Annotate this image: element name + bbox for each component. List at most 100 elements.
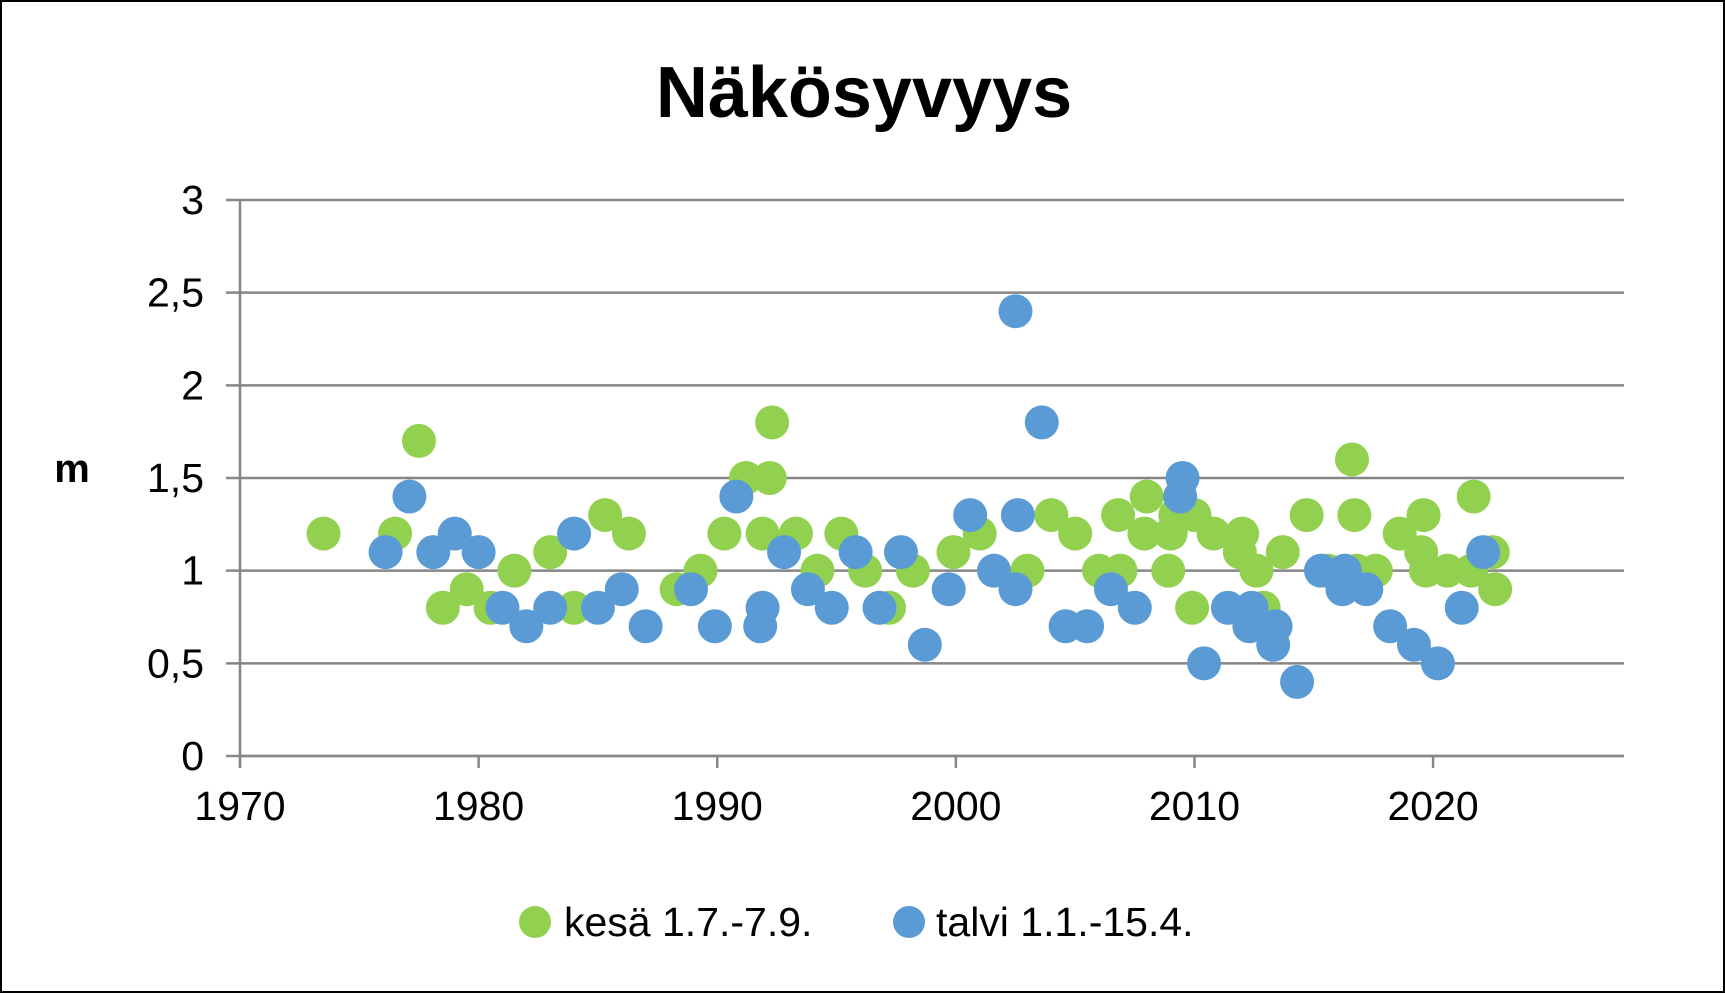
data-point-kesa (1151, 553, 1186, 588)
data-point-talvi (998, 294, 1033, 329)
legend-marker-kesa (519, 906, 551, 938)
data-point-talvi (953, 498, 988, 533)
data-point-talvi (1258, 609, 1293, 644)
data-point-kesa (425, 590, 460, 625)
data-point-talvi (745, 590, 780, 625)
data-point-talvi (1234, 590, 1269, 625)
data-point-talvi (790, 572, 825, 607)
data-point-kesa (1337, 498, 1372, 533)
data-point-talvi (604, 572, 639, 607)
data-point-talvi (557, 516, 592, 551)
data-point-kesa (1058, 516, 1093, 551)
data-point-kesa (1175, 590, 1210, 625)
data-point-talvi (697, 609, 732, 644)
data-point-kesa (306, 516, 341, 551)
y-tick-label: 0,5 (147, 640, 204, 686)
y-tick-label: 3 (181, 177, 204, 223)
y-tick-label: 0 (181, 733, 204, 779)
y-tick-label: 1 (181, 548, 204, 594)
data-point-talvi (814, 590, 849, 625)
data-point-talvi (437, 516, 472, 551)
data-point-talvi (533, 590, 568, 625)
data-points (306, 294, 1513, 699)
data-point-kesa (1034, 498, 1069, 533)
grid-lines (226, 198, 1624, 758)
x-tick-label: 2020 (1387, 783, 1478, 829)
x-tick-labels: 1970 1980 1990 2000 2010 2020 (194, 783, 1478, 829)
data-point-talvi (1397, 627, 1432, 662)
data-point-talvi (1373, 609, 1408, 644)
data-point-talvi (628, 609, 663, 644)
data-point-talvi (1165, 461, 1200, 495)
data-point-talvi (907, 627, 942, 662)
data-point-kesa (1101, 498, 1136, 533)
data-point-talvi (1187, 646, 1222, 681)
y-tick-label: 2,5 (147, 270, 204, 316)
data-point-kesa (1456, 479, 1491, 514)
data-point-talvi (767, 535, 802, 570)
x-tick-label: 1990 (672, 783, 763, 829)
data-point-talvi (862, 590, 897, 625)
data-point-kesa (752, 461, 787, 495)
data-point-kesa (533, 535, 568, 570)
data-point-talvi (1466, 535, 1501, 570)
legend: kesä 1.7.-7.9. talvi 1.1.-15.4. (519, 899, 1194, 945)
data-point-kesa (1225, 516, 1260, 551)
data-point-kesa (1196, 516, 1231, 551)
data-point-kesa (1127, 516, 1162, 551)
data-point-talvi (838, 535, 873, 570)
data-point-kesa (755, 405, 790, 440)
data-point-kesa (1334, 442, 1369, 477)
x-tick-label: 2000 (910, 783, 1001, 829)
data-point-talvi (509, 609, 544, 644)
y-axis-label: m (54, 447, 90, 491)
data-point-kesa (936, 535, 971, 570)
data-point-talvi (719, 479, 754, 514)
legend-label-kesa: kesä 1.7.-7.9. (564, 899, 812, 945)
data-point-kesa (1430, 553, 1465, 588)
data-point-talvi (931, 572, 966, 607)
data-point-talvi (998, 572, 1033, 607)
data-point-kesa (401, 423, 436, 458)
data-point-kesa (1406, 498, 1441, 533)
data-point-talvi (673, 572, 708, 607)
data-point-kesa (1289, 498, 1324, 533)
legend-label-talvi: talvi 1.1.-15.4. (936, 899, 1194, 945)
axes (238, 200, 1624, 768)
data-point-talvi (1280, 664, 1315, 699)
x-tick-label: 1970 (194, 783, 285, 829)
legend-marker-talvi (893, 906, 925, 938)
data-point-talvi (883, 535, 918, 570)
x-tick-label: 2010 (1149, 783, 1240, 829)
data-point-kesa (1129, 479, 1164, 514)
y-tick-labels: 0 0,5 1 1,5 2 2,5 3 (147, 177, 204, 779)
data-point-talvi (485, 590, 520, 625)
data-point-talvi (1420, 646, 1455, 681)
data-point-kesa (707, 516, 742, 551)
data-point-kesa (1265, 535, 1300, 570)
data-point-talvi (368, 535, 403, 570)
data-point-kesa (497, 553, 532, 588)
y-tick-label: 2 (181, 362, 204, 408)
data-point-kesa (557, 590, 592, 625)
data-point-kesa (449, 572, 484, 607)
data-point-talvi (1093, 572, 1128, 607)
data-point-talvi (461, 535, 496, 570)
data-point-talvi (1024, 405, 1059, 440)
data-point-talvi (1349, 572, 1384, 607)
x-tick-label: 1980 (433, 783, 524, 829)
data-point-kesa (611, 516, 646, 551)
y-tick-label: 1,5 (147, 455, 204, 501)
data-point-kesa (1478, 572, 1513, 607)
data-point-talvi (1070, 609, 1105, 644)
data-point-talvi (392, 479, 427, 514)
data-point-talvi (1000, 498, 1035, 533)
data-point-talvi (1444, 590, 1479, 625)
data-point-kesa (588, 498, 623, 533)
data-point-talvi (580, 590, 615, 625)
chart-title: Näkösyvyys (656, 53, 1072, 133)
data-point-kesa (1239, 553, 1274, 588)
data-point-talvi (1117, 590, 1152, 625)
